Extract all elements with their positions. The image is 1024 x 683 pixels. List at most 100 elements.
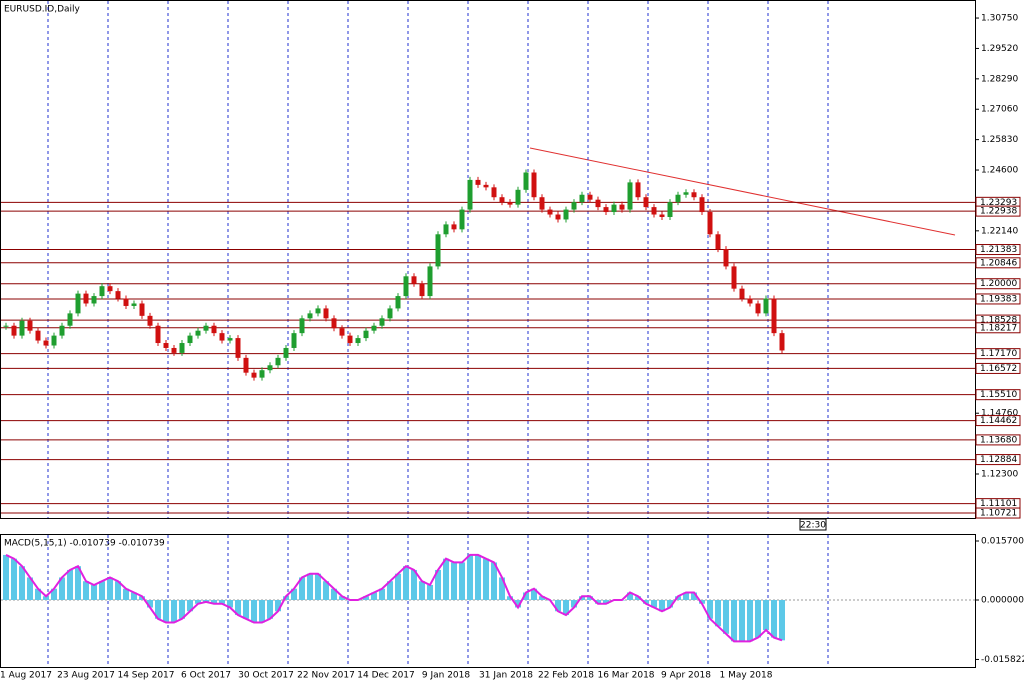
macd-bar	[99, 581, 105, 600]
x-tick-label: 9 Apr 2018	[661, 671, 711, 681]
candle	[11, 325, 17, 336]
candle	[371, 325, 377, 331]
macd-bar	[139, 596, 145, 600]
candle	[203, 325, 209, 331]
macd-bar	[299, 577, 305, 600]
x-tick-label: 9 Jan 2018	[422, 671, 470, 681]
candle	[75, 293, 81, 314]
candle	[747, 298, 753, 304]
macd-bar	[667, 599, 673, 608]
macd-bar	[115, 581, 121, 600]
y-tick-label: 0.015700	[981, 537, 1024, 547]
level-label: 1.20846	[980, 258, 1017, 268]
macd-bar	[411, 569, 417, 600]
level-label: 1.19383	[980, 294, 1017, 304]
candle	[315, 308, 321, 314]
level-label: 1.15510	[980, 390, 1017, 400]
macd-bar	[211, 599, 217, 604]
macd-bar	[723, 599, 729, 634]
macd-bar	[259, 599, 265, 623]
candle	[523, 172, 529, 190]
macd-bar	[163, 599, 169, 623]
macd-bar	[307, 573, 313, 600]
candle	[91, 296, 97, 304]
macd-bar	[707, 599, 713, 619]
candle	[195, 330, 201, 336]
macd-bar	[571, 599, 577, 608]
macd-bar	[771, 599, 777, 638]
candle	[515, 189, 521, 205]
candle	[227, 338, 233, 341]
candle	[691, 192, 697, 198]
macd-bar	[363, 596, 369, 600]
level-box	[975, 205, 1021, 217]
candle	[51, 335, 57, 346]
candle	[771, 298, 777, 334]
candle	[291, 333, 297, 348]
macd-title: MACD(5,15,1) -0.010739 -0.010739	[4, 539, 165, 549]
candle	[435, 234, 441, 267]
macd-bar	[715, 599, 721, 627]
macd-bar	[123, 588, 129, 600]
macd-bar	[243, 599, 249, 619]
y-tick-label: 1.27060	[981, 105, 1018, 115]
candle	[331, 318, 337, 329]
macd-bar	[683, 592, 689, 600]
candle	[643, 197, 649, 208]
level-box	[975, 293, 1021, 305]
macd-bar	[555, 599, 561, 612]
candle	[619, 204, 625, 210]
candle	[275, 357, 281, 366]
y-tick-label: 1.30750	[981, 14, 1018, 24]
macd-bar	[747, 599, 753, 642]
level-label: 1.20000	[980, 279, 1017, 289]
y-tick-label: 1.14760	[981, 409, 1018, 419]
macd-bar	[395, 573, 401, 600]
candle	[139, 303, 145, 316]
candle	[19, 320, 25, 336]
macd-bar	[699, 599, 705, 604]
macd-bar	[267, 599, 273, 619]
candle	[779, 333, 785, 351]
candle	[187, 335, 193, 344]
x-tick-label: 22 Nov 2017	[297, 671, 355, 681]
level-box	[975, 507, 1021, 519]
macd-bar	[315, 573, 321, 600]
x-tick-label: 22 Feb 2018	[538, 671, 594, 681]
candle	[347, 335, 353, 344]
level-label: 1.13680	[980, 435, 1017, 445]
macd-bar	[651, 599, 657, 608]
macd-bar	[643, 599, 649, 604]
macd-bar	[75, 566, 81, 600]
macd-bar	[179, 599, 185, 619]
macd-bar	[587, 596, 593, 600]
candle	[35, 330, 41, 341]
x-tick-label: 6 Oct 2017	[181, 671, 231, 681]
candle	[27, 320, 33, 331]
macd-bar	[219, 599, 225, 604]
level-label: 1.10721	[980, 509, 1017, 519]
candle	[763, 298, 769, 314]
macd-bar	[59, 577, 65, 600]
macd-bar	[275, 599, 281, 612]
candle	[651, 207, 657, 215]
macd-bar	[467, 554, 473, 600]
macd-bar	[379, 588, 385, 600]
macd-bar	[635, 596, 641, 600]
level-label: 1.16572	[980, 364, 1017, 374]
x-tick-label: 23 Aug 2017	[57, 671, 115, 681]
candle	[179, 343, 185, 353]
macd-bar	[531, 588, 537, 600]
macd-bar	[675, 596, 681, 600]
candle	[459, 209, 465, 230]
macd-bar	[339, 596, 345, 600]
level-label: 1.18528	[980, 316, 1017, 326]
candle	[339, 328, 345, 336]
level-label: 1.21383	[980, 245, 1017, 255]
y-tick-label: 0.000000	[981, 595, 1024, 605]
candle	[387, 308, 393, 319]
y-tick-label: -0.015822	[981, 655, 1024, 665]
macd-bar	[659, 599, 665, 612]
candle	[539, 197, 545, 210]
